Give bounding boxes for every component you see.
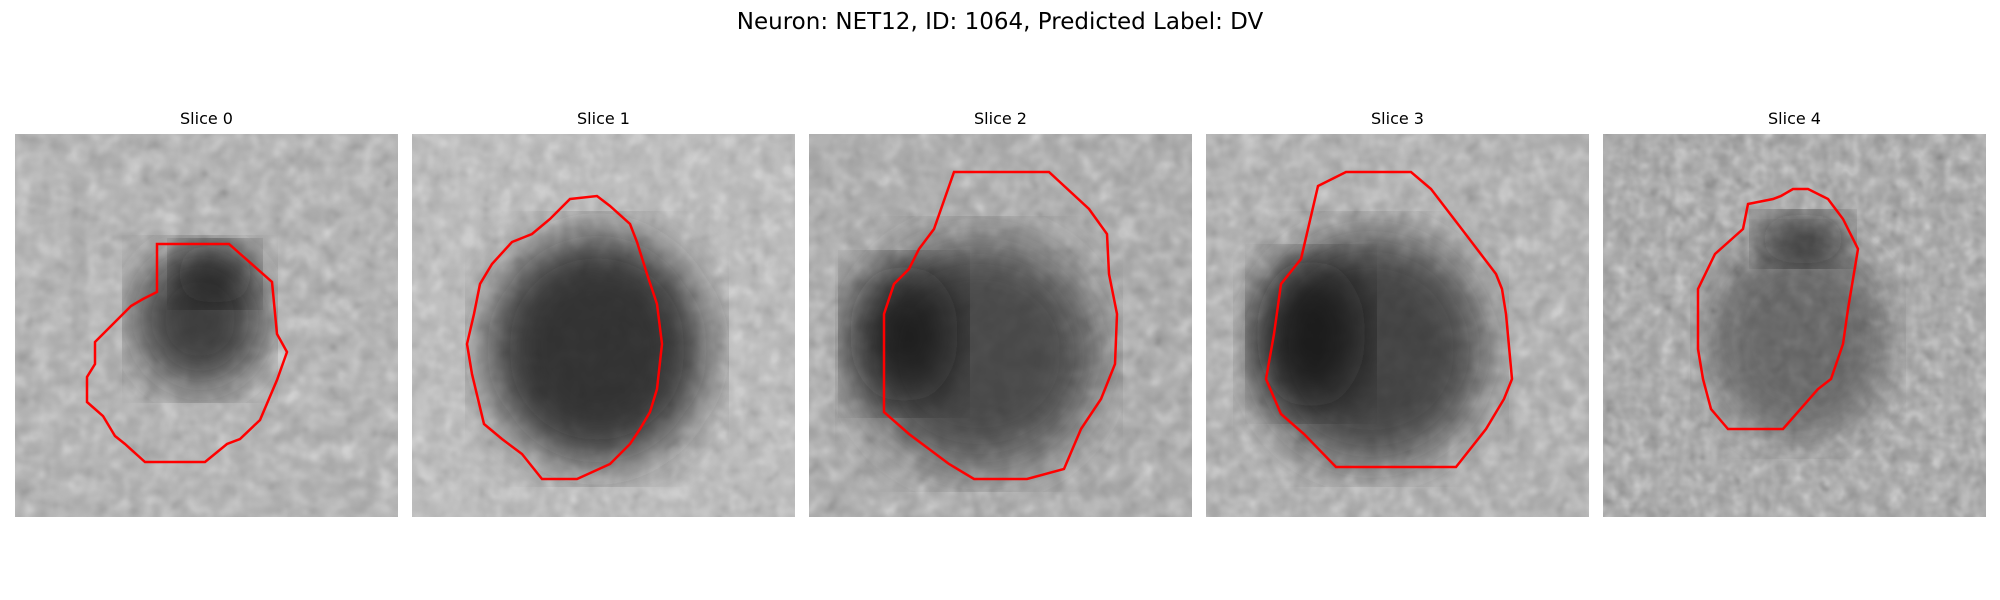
cell-contour bbox=[882, 170, 1119, 481]
slice-4-title: Slice 4 bbox=[1768, 109, 1821, 128]
cell-contour bbox=[1696, 187, 1860, 431]
slice-1-canvas bbox=[412, 134, 795, 517]
slice-3-image bbox=[1206, 134, 1589, 517]
cell-contour bbox=[465, 194, 664, 481]
slice-1-title: Slice 1 bbox=[577, 109, 630, 128]
slice-4-canvas bbox=[1603, 134, 1986, 517]
cell-body bbox=[487, 234, 707, 464]
slice-1-image bbox=[412, 134, 795, 517]
cell-contour bbox=[85, 242, 289, 464]
slice-3-canvas bbox=[1206, 134, 1589, 517]
slice-0-image bbox=[15, 134, 398, 517]
slice-3-title: Slice 3 bbox=[1371, 109, 1424, 128]
slice-2-image bbox=[809, 134, 1192, 517]
cell-body bbox=[1708, 239, 1888, 439]
slice-0-title: Slice 0 bbox=[180, 109, 233, 128]
cell-contour bbox=[1264, 170, 1514, 469]
slice-4-image bbox=[1603, 134, 1986, 517]
slice-2-title: Slice 2 bbox=[974, 109, 1027, 128]
slice-2-canvas bbox=[809, 134, 1192, 517]
figure-title: Neuron: NET12, ID: 1064, Predicted Label… bbox=[736, 9, 1264, 35]
slice-0-canvas bbox=[15, 134, 398, 517]
